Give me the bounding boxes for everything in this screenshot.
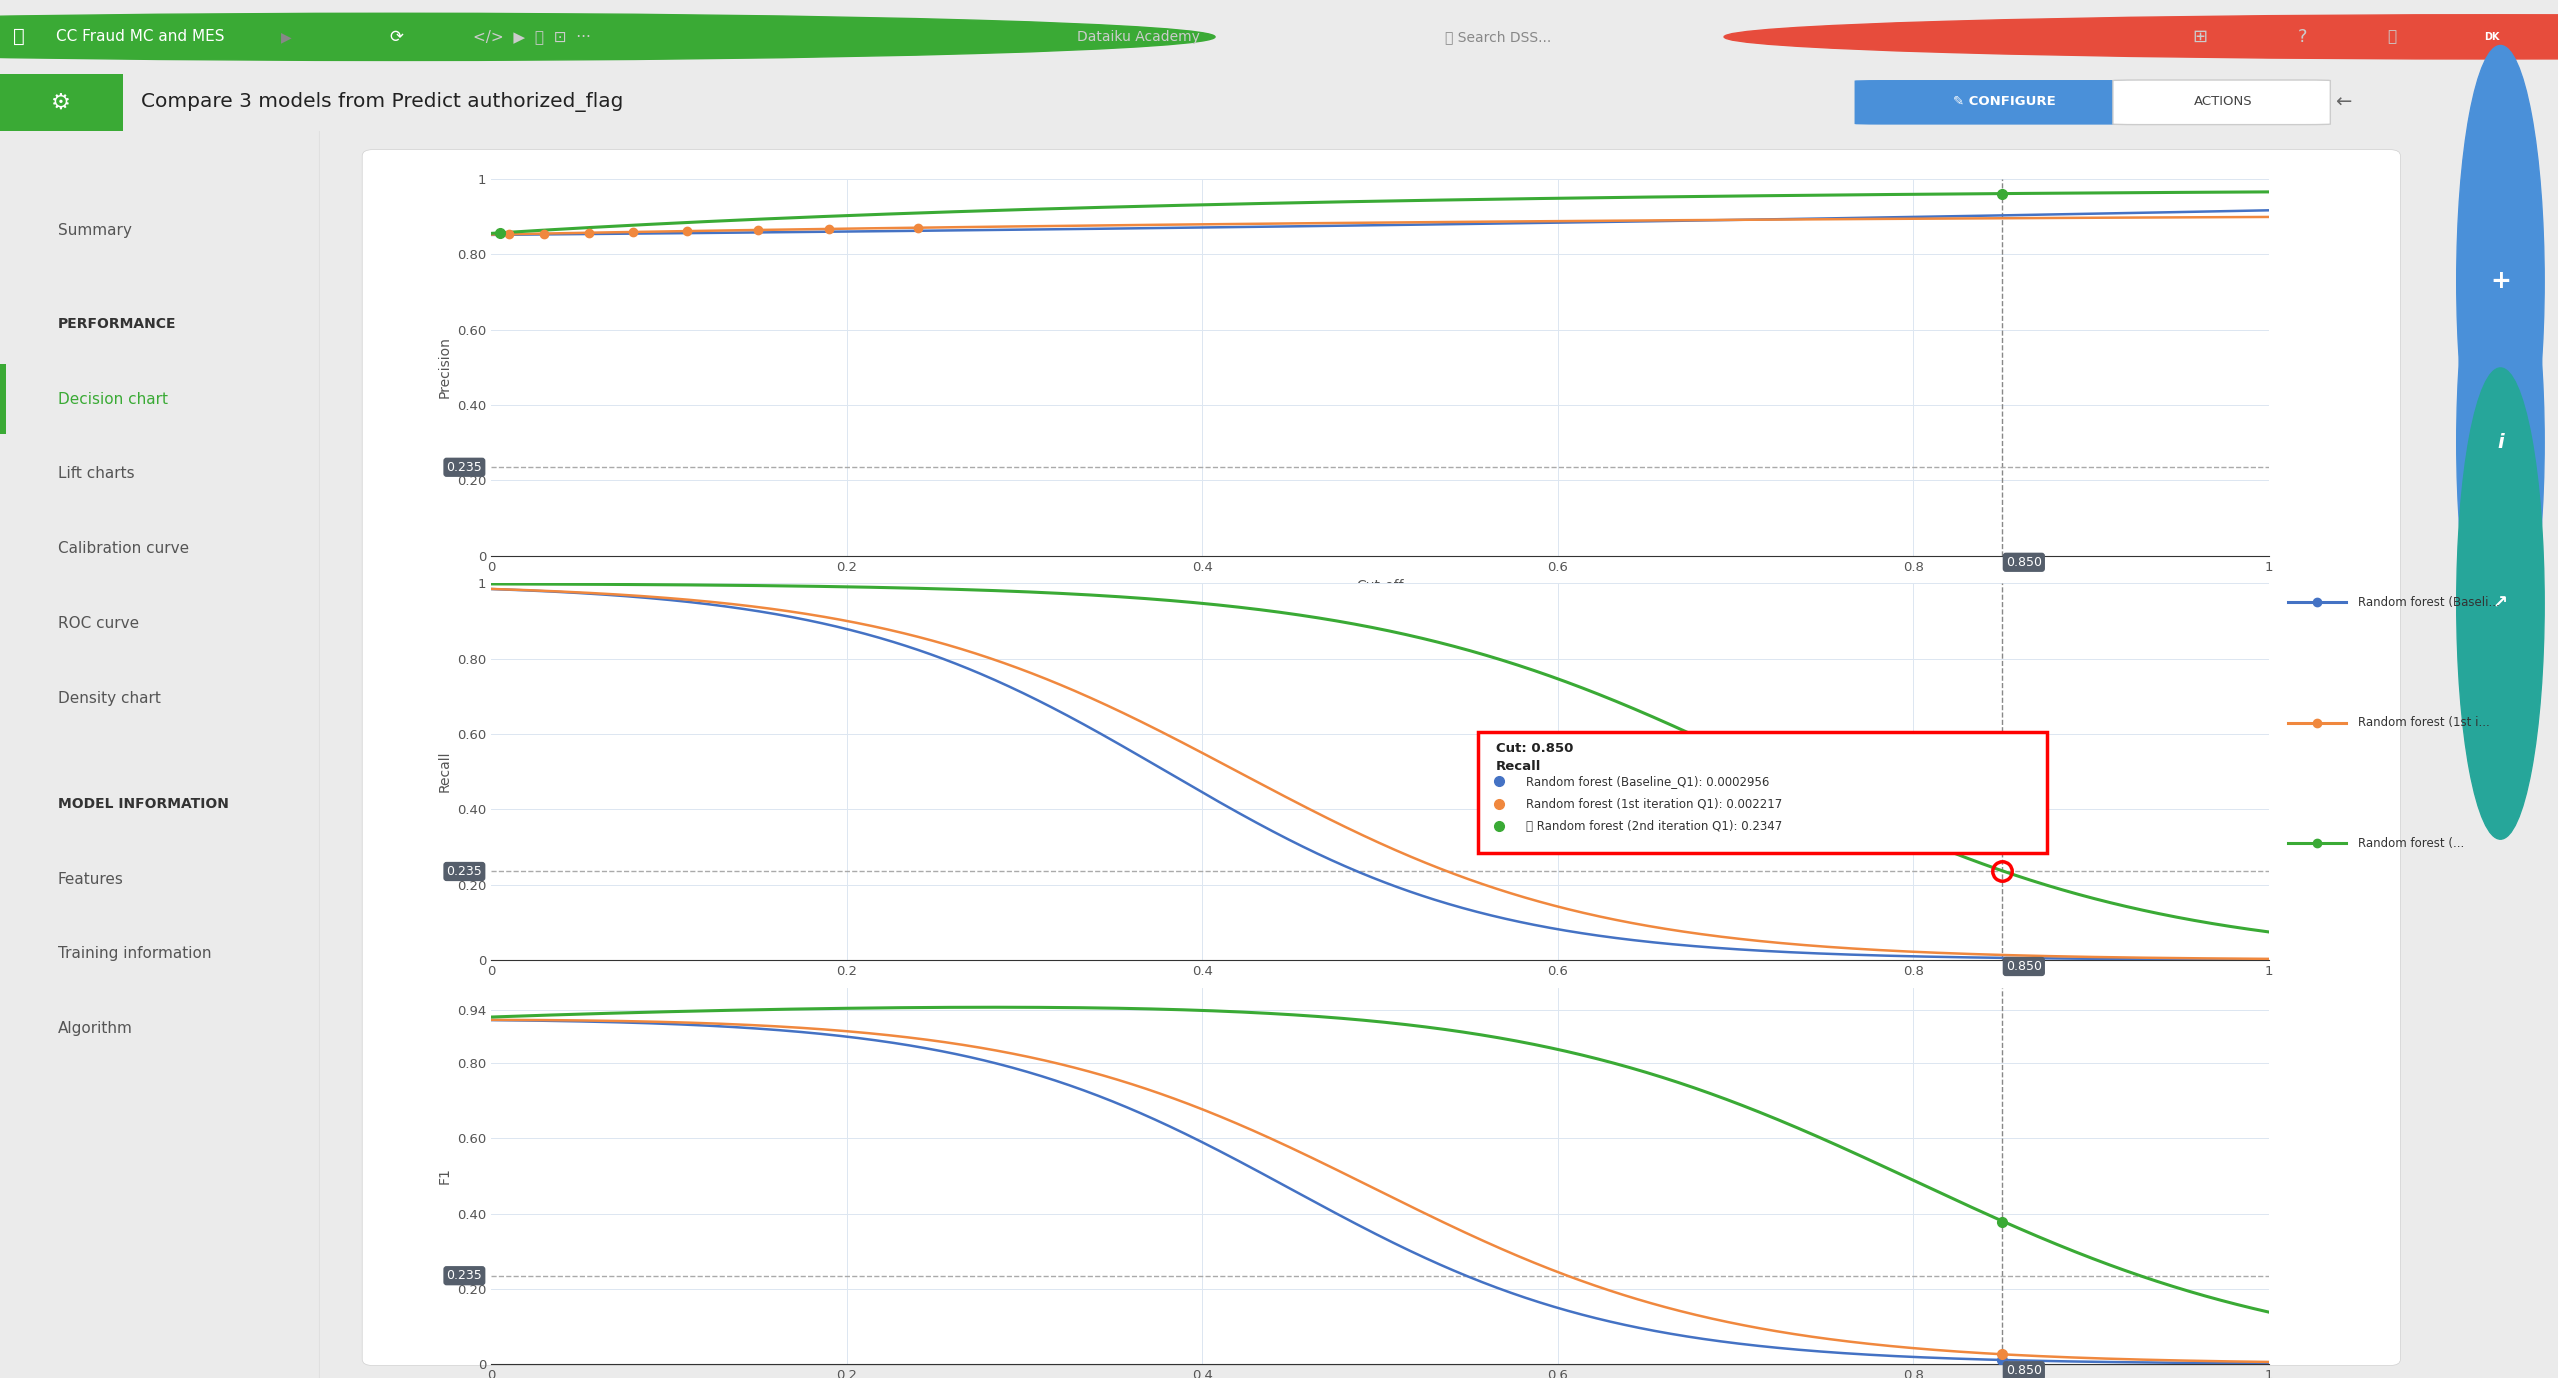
Text: Recall: Recall bbox=[1496, 761, 1540, 773]
Text: Decision chart: Decision chart bbox=[56, 391, 169, 407]
Text: 0.850: 0.850 bbox=[2005, 1364, 2041, 1377]
FancyBboxPatch shape bbox=[1855, 80, 2149, 124]
Text: CC Fraud MC and MES: CC Fraud MC and MES bbox=[56, 29, 225, 44]
X-axis label: Cut-off: Cut-off bbox=[1356, 579, 1404, 593]
FancyBboxPatch shape bbox=[2113, 80, 2330, 124]
Text: 🔍 Search DSS...: 🔍 Search DSS... bbox=[1445, 30, 1553, 44]
Text: 0.235: 0.235 bbox=[448, 865, 483, 878]
Circle shape bbox=[2456, 368, 2545, 839]
Text: Training information: Training information bbox=[56, 947, 212, 962]
Y-axis label: Recall: Recall bbox=[437, 751, 450, 792]
Text: ⟳: ⟳ bbox=[389, 28, 404, 45]
Text: ▶: ▶ bbox=[281, 30, 292, 44]
Text: i: i bbox=[2497, 433, 2504, 452]
Text: ?: ? bbox=[2297, 28, 2307, 45]
Text: ✎ CONFIGURE: ✎ CONFIGURE bbox=[1952, 95, 2057, 107]
Text: Summary: Summary bbox=[56, 223, 130, 238]
Text: Compare 3 models from Predict authorized_flag: Compare 3 models from Predict authorized… bbox=[141, 92, 624, 113]
Circle shape bbox=[1724, 15, 2558, 59]
Text: ACTIONS: ACTIONS bbox=[2195, 95, 2251, 107]
Text: Random forest (Baseline_Q1): 0.0002956: Random forest (Baseline_Q1): 0.0002956 bbox=[1525, 774, 1770, 788]
Text: Random forest (Baseli...: Random forest (Baseli... bbox=[2358, 595, 2499, 609]
Text: 📈: 📈 bbox=[2387, 29, 2397, 44]
Bar bbox=[0, 364, 5, 434]
Text: ←: ← bbox=[2335, 92, 2351, 112]
Text: Dataiku Academy: Dataiku Academy bbox=[1077, 30, 1200, 44]
Text: MODEL INFORMATION: MODEL INFORMATION bbox=[56, 798, 228, 812]
FancyBboxPatch shape bbox=[363, 150, 2399, 1366]
Text: PERFORMANCE: PERFORMANCE bbox=[56, 317, 177, 331]
Text: Calibration curve: Calibration curve bbox=[56, 542, 189, 557]
Text: 0.235: 0.235 bbox=[448, 1269, 483, 1282]
Text: +: + bbox=[2489, 269, 2512, 294]
Text: DK: DK bbox=[2484, 32, 2499, 41]
FancyBboxPatch shape bbox=[1479, 732, 2046, 853]
Text: ↗: ↗ bbox=[2494, 594, 2507, 613]
Circle shape bbox=[0, 14, 1215, 61]
Text: Random forest (...: Random forest (... bbox=[2358, 836, 2463, 850]
Circle shape bbox=[2456, 207, 2545, 678]
Circle shape bbox=[2456, 45, 2545, 517]
Text: 🐦: 🐦 bbox=[13, 28, 26, 47]
Text: Cut: 0.850: Cut: 0.850 bbox=[1496, 741, 1573, 755]
Text: Algorithm: Algorithm bbox=[56, 1021, 133, 1036]
Text: 0.235: 0.235 bbox=[448, 460, 483, 474]
Text: 0.850: 0.850 bbox=[2005, 960, 2041, 973]
Text: Random forest (1st iteration Q1): 0.002217: Random forest (1st iteration Q1): 0.0022… bbox=[1525, 798, 1783, 810]
Bar bbox=[0, 73, 123, 131]
Text: Random forest (1st i...: Random forest (1st i... bbox=[2358, 717, 2489, 729]
Text: </>  ▶  🖨  ⊡  ···: </> ▶ 🖨 ⊡ ··· bbox=[473, 29, 591, 44]
Text: Density chart: Density chart bbox=[56, 690, 161, 706]
Text: ⊞: ⊞ bbox=[2192, 28, 2208, 45]
Text: 🏆 Random forest (2nd iteration Q1): 0.2347: 🏆 Random forest (2nd iteration Q1): 0.23… bbox=[1525, 820, 1783, 832]
Y-axis label: Precision: Precision bbox=[437, 336, 450, 398]
Text: Lift charts: Lift charts bbox=[56, 466, 133, 481]
Text: ⚙: ⚙ bbox=[51, 92, 72, 113]
Text: Features: Features bbox=[56, 872, 123, 886]
Text: 0.850: 0.850 bbox=[2005, 555, 2041, 569]
Text: ROC curve: ROC curve bbox=[56, 616, 138, 631]
Y-axis label: F1: F1 bbox=[437, 1167, 450, 1184]
